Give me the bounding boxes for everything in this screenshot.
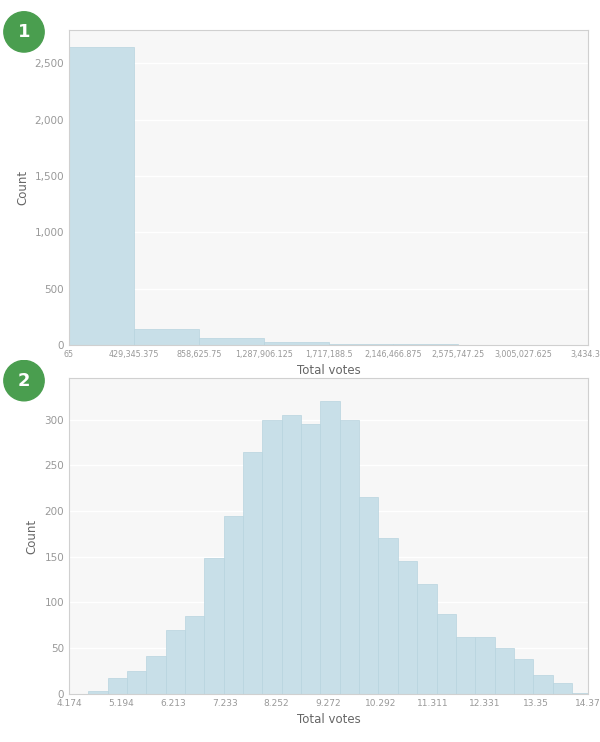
Bar bbox=[301, 424, 320, 694]
Bar bbox=[572, 693, 591, 694]
Text: 1: 1 bbox=[18, 23, 30, 41]
Bar bbox=[359, 497, 379, 694]
Bar bbox=[199, 338, 263, 345]
Bar bbox=[263, 341, 329, 345]
Bar bbox=[553, 683, 572, 694]
Bar bbox=[437, 614, 456, 694]
Bar bbox=[88, 691, 107, 694]
Bar bbox=[417, 584, 437, 694]
Bar bbox=[166, 630, 185, 694]
Circle shape bbox=[4, 12, 44, 52]
Bar bbox=[398, 561, 417, 694]
Circle shape bbox=[4, 361, 44, 401]
Bar bbox=[533, 675, 553, 694]
Y-axis label: Count: Count bbox=[16, 170, 29, 205]
Bar bbox=[514, 659, 533, 694]
Y-axis label: Count: Count bbox=[26, 519, 39, 554]
Bar bbox=[320, 401, 340, 694]
X-axis label: Total votes: Total votes bbox=[296, 364, 361, 378]
Bar bbox=[69, 47, 134, 345]
Bar bbox=[146, 656, 166, 694]
Bar bbox=[185, 616, 205, 694]
X-axis label: Total votes: Total votes bbox=[296, 713, 361, 726]
Text: 2: 2 bbox=[18, 372, 30, 390]
Bar bbox=[329, 344, 394, 345]
Bar bbox=[262, 419, 282, 694]
Bar bbox=[379, 539, 398, 694]
Bar bbox=[243, 452, 262, 694]
Bar bbox=[127, 671, 146, 694]
Bar bbox=[494, 648, 514, 694]
Bar bbox=[107, 678, 127, 694]
Bar bbox=[205, 559, 224, 694]
Bar bbox=[282, 415, 301, 694]
Bar bbox=[134, 329, 199, 345]
Bar bbox=[456, 637, 475, 694]
Bar bbox=[340, 419, 359, 694]
Bar bbox=[475, 637, 494, 694]
Bar bbox=[224, 516, 243, 694]
